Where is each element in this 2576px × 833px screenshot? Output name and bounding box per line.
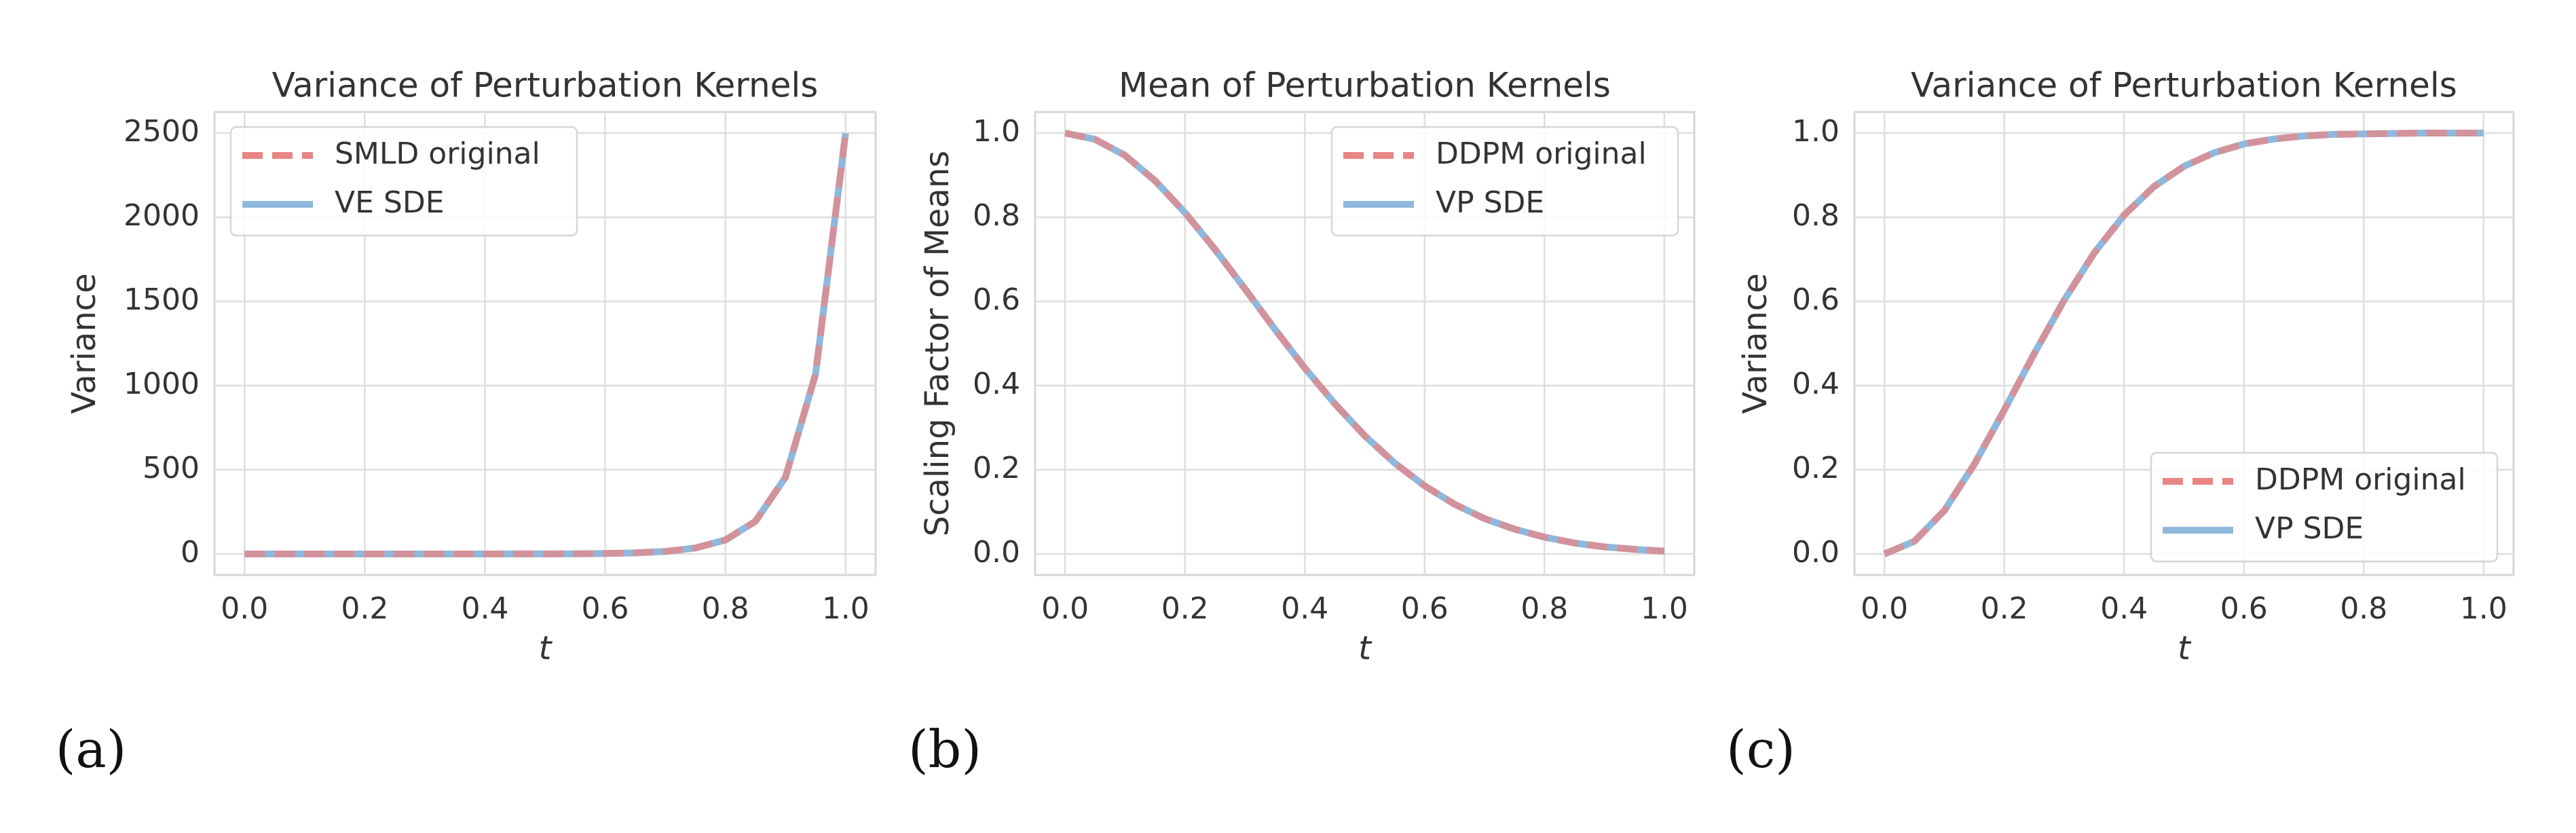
x-tick-label: 0.0 <box>1861 591 1908 626</box>
x-tick-label: 0.2 <box>1161 591 1209 626</box>
y-tick-label: 0.8 <box>1792 198 1840 233</box>
chart-title: Variance of Perturbation Kernels <box>272 66 819 105</box>
x-tick-label: 0.2 <box>341 591 388 626</box>
y-tick-label: 1500 <box>124 282 200 317</box>
series-line <box>244 132 849 557</box>
x-axis-label: t <box>539 629 553 667</box>
y-tick-label: 0 <box>181 535 200 570</box>
chart-title: Variance of Perturbation Kernels <box>1911 66 2457 105</box>
panel-label: (a) <box>56 719 127 779</box>
y-tick-label: 500 <box>143 451 200 485</box>
x-tick-label: 0.0 <box>1041 591 1089 626</box>
y-tick-label: 0.0 <box>973 535 1020 570</box>
y-tick-label: 0.6 <box>1792 282 1840 317</box>
y-tick-label: 1.0 <box>973 114 1020 149</box>
y-tick-label: 0.0 <box>1792 535 1840 570</box>
legend-label: DDPM original <box>2255 462 2466 497</box>
legend-box <box>229 126 578 237</box>
y-axis-label: Scaling Factor of Means <box>918 151 956 537</box>
legend-box <box>1330 126 1679 237</box>
x-tick-label: 0.4 <box>461 591 508 626</box>
chart-panel: 0.0 0.2 0.4 0.6 0.8 1.0 0 500 1000 1500 2000 2500 Va… <box>56 66 877 779</box>
y-tick-label: 0.8 <box>973 198 1020 233</box>
x-tick-label: 0.8 <box>2340 591 2387 626</box>
y-tick-label: 0.2 <box>973 451 1020 485</box>
x-tick-label: 1.0 <box>2460 591 2507 626</box>
y-tick-label: 0.6 <box>973 282 1020 317</box>
x-axis-label: t <box>1358 629 1373 667</box>
y-tick-label: 0.2 <box>1792 451 1840 485</box>
legend-label: DDPM original <box>1436 136 1647 171</box>
y-axis-label: Variance <box>1736 273 1774 413</box>
x-axis-label: t <box>2178 629 2192 667</box>
x-tick-label: 1.0 <box>822 591 870 626</box>
x-tick-label: 0.6 <box>582 591 629 626</box>
x-tick-label: 0.0 <box>221 591 268 626</box>
legend-label: VP SDE <box>2255 511 2364 546</box>
legend: DDPM original VP SDE <box>1330 126 1679 237</box>
y-tick-label: 2500 <box>124 114 200 149</box>
y-tick-label: 1000 <box>124 367 200 401</box>
x-tick-label: 0.4 <box>2100 591 2148 626</box>
x-tick-label: 1.0 <box>1641 591 1688 626</box>
legend: DDPM original VP SDE <box>2150 451 2499 563</box>
x-tick-label: 0.4 <box>1281 591 1328 626</box>
chart-title: Mean of Perturbation Kernels <box>1119 66 1611 105</box>
y-tick-label: 0.4 <box>973 367 1020 401</box>
series-line <box>1064 130 1665 555</box>
x-tick-label: 0.6 <box>2220 591 2268 626</box>
x-tick-label: 0.2 <box>1981 591 2028 626</box>
panel-label: (c) <box>1726 719 1795 779</box>
legend-label: SMLD original <box>335 136 540 171</box>
y-tick-label: 2000 <box>124 198 200 233</box>
series-line <box>1883 130 2484 557</box>
legend-label: VE SDE <box>335 185 445 220</box>
chart-panel: 0.0 0.2 0.4 0.6 0.8 1.0 0.0 0.2 0.4 0.6 0.8 1.0 Vari… <box>1726 66 2515 779</box>
chart-panel: 0.0 0.2 0.4 0.6 0.8 1.0 0.0 0.2 0.4 0.6 0.8 1.0 Mean… <box>908 66 1696 779</box>
y-axis-label: Variance <box>65 273 103 413</box>
legend-box <box>2150 451 2499 563</box>
legend-label: VP SDE <box>1436 185 1544 220</box>
y-tick-label: 1.0 <box>1792 114 1840 149</box>
y-tick-label: 0.4 <box>1792 367 1840 401</box>
x-tick-label: 0.6 <box>1401 591 1449 626</box>
panel-label: (b) <box>908 719 982 779</box>
legend: SMLD original VE SDE <box>229 126 578 237</box>
x-tick-label: 0.8 <box>1520 591 1568 626</box>
x-tick-label: 0.8 <box>702 591 749 626</box>
